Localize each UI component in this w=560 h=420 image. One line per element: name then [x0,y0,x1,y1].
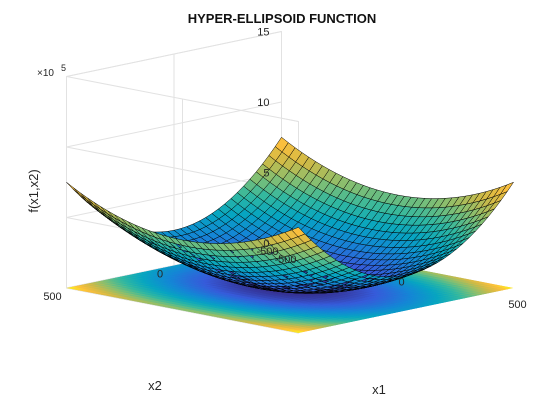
x2-tick-label-2: 500 [43,291,61,303]
x1-tick-label-2: 500 [508,299,526,311]
x2-tick-label-0: -500 [256,246,278,258]
z-exponent-power: 5 [61,63,66,73]
x2-tick-label-1: 0 [157,269,163,281]
z-axis-label: f(x1,x2) [26,169,41,212]
chart-title: HYPER-ELLIPSOID FUNCTION [188,11,377,26]
z-tick-label-2: 10 [257,97,269,109]
x1-tick-label-1: 0 [398,277,404,289]
z-tick-label-3: 15 [257,27,269,39]
x2-axis-label: x2 [148,378,162,393]
z-tick-label-1: 5 [263,168,269,180]
z-exponent: ×10 5 [37,63,66,79]
z-exponent-base: ×10 [37,68,54,79]
x1-axis-label: x1 [372,382,386,397]
